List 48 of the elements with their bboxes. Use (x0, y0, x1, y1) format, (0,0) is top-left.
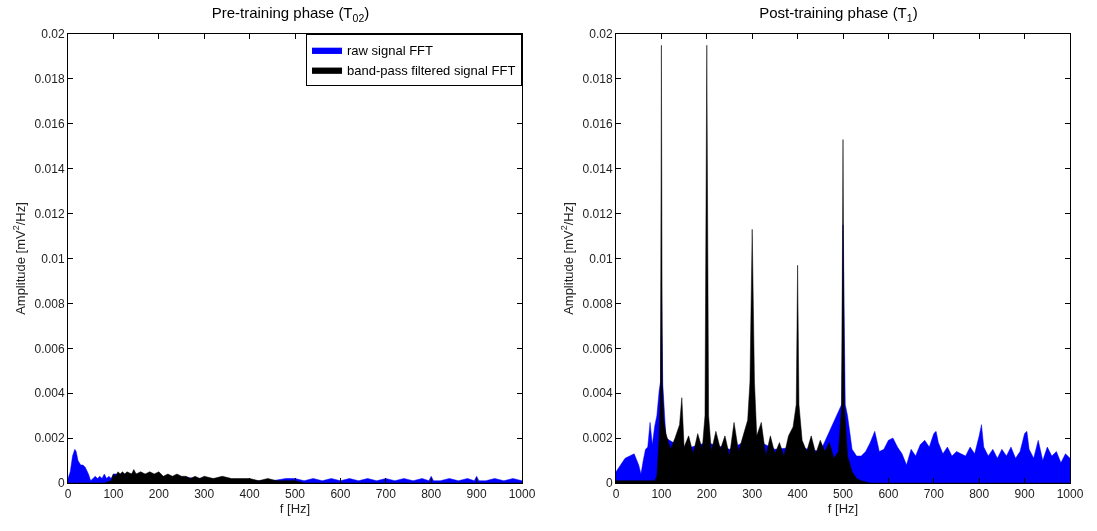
x-tick-label: 1000 (1056, 487, 1084, 502)
x-tick-label: 400 (787, 487, 808, 502)
x-tick-label: 300 (742, 487, 763, 502)
x-tick-label: 100 (651, 487, 672, 502)
y-tick-label: 0.012 (582, 206, 613, 221)
x-tick-label: 1000 (508, 487, 536, 502)
y-tick-label: 0.008 (582, 296, 613, 311)
y-tick-label: 0.02 (589, 27, 613, 42)
y-tick-label: 0.01 (41, 251, 65, 266)
y-tick-label: 0.012 (34, 206, 65, 221)
y-tick-label: 0.014 (34, 161, 65, 176)
y-tick-label: 0.006 (582, 341, 613, 356)
x-tick-label: 300 (194, 487, 215, 502)
x-tick-label: 100 (103, 487, 124, 502)
x-axis-title: f [Hz] (827, 501, 859, 517)
y-tick-label: 0.014 (582, 161, 613, 176)
x-tick-label: 600 (878, 487, 899, 502)
legend-label: raw signal FFT (347, 43, 434, 59)
x-tick-label: 700 (375, 487, 397, 502)
y-tick-label: 0.006 (34, 341, 65, 356)
x-tick-label: 700 (923, 487, 945, 502)
y-tick-label: 0.016 (582, 117, 613, 131)
chart-title: Pre-training phase (T$_{02}$) (211, 4, 370, 24)
x-tick-label: 800 (421, 487, 442, 502)
y-tick-label: 0.002 (582, 431, 613, 446)
x-tick-label: 200 (148, 487, 170, 502)
x-tick-label: 500 (284, 487, 306, 502)
y-tick-label: 0.008 (34, 296, 65, 311)
y-tick-label: 0.002 (34, 431, 65, 446)
x-tick-label: 400 (239, 487, 260, 502)
y-tick-label: 0.016 (34, 117, 65, 131)
x-tick-label: 900 (1014, 487, 1035, 502)
x-tick-label: 900 (466, 487, 487, 502)
y-tick-label: 0.004 (582, 386, 613, 401)
y-tick-label: 0.01 (589, 251, 613, 266)
legend-label: band-pass filtered signal FFT (347, 62, 516, 78)
x-tick-label: 500 (832, 487, 854, 502)
x-tick-label: 800 (969, 487, 990, 502)
y-tick-label: 0.018 (582, 72, 613, 87)
y-tick-label: 0.02 (41, 27, 65, 42)
x-tick-label: 200 (696, 487, 718, 502)
x-tick-label: 600 (330, 487, 351, 502)
chart-title: Post-training phase (T$_{1}$) (759, 4, 918, 24)
y-tick-label: 0.018 (34, 72, 65, 87)
x-axis-title: f [Hz] (279, 501, 311, 517)
y-tick-label: 0 (57, 476, 65, 491)
y-tick-label: 0.004 (34, 386, 65, 401)
y-tick-label: 0 (605, 476, 613, 491)
